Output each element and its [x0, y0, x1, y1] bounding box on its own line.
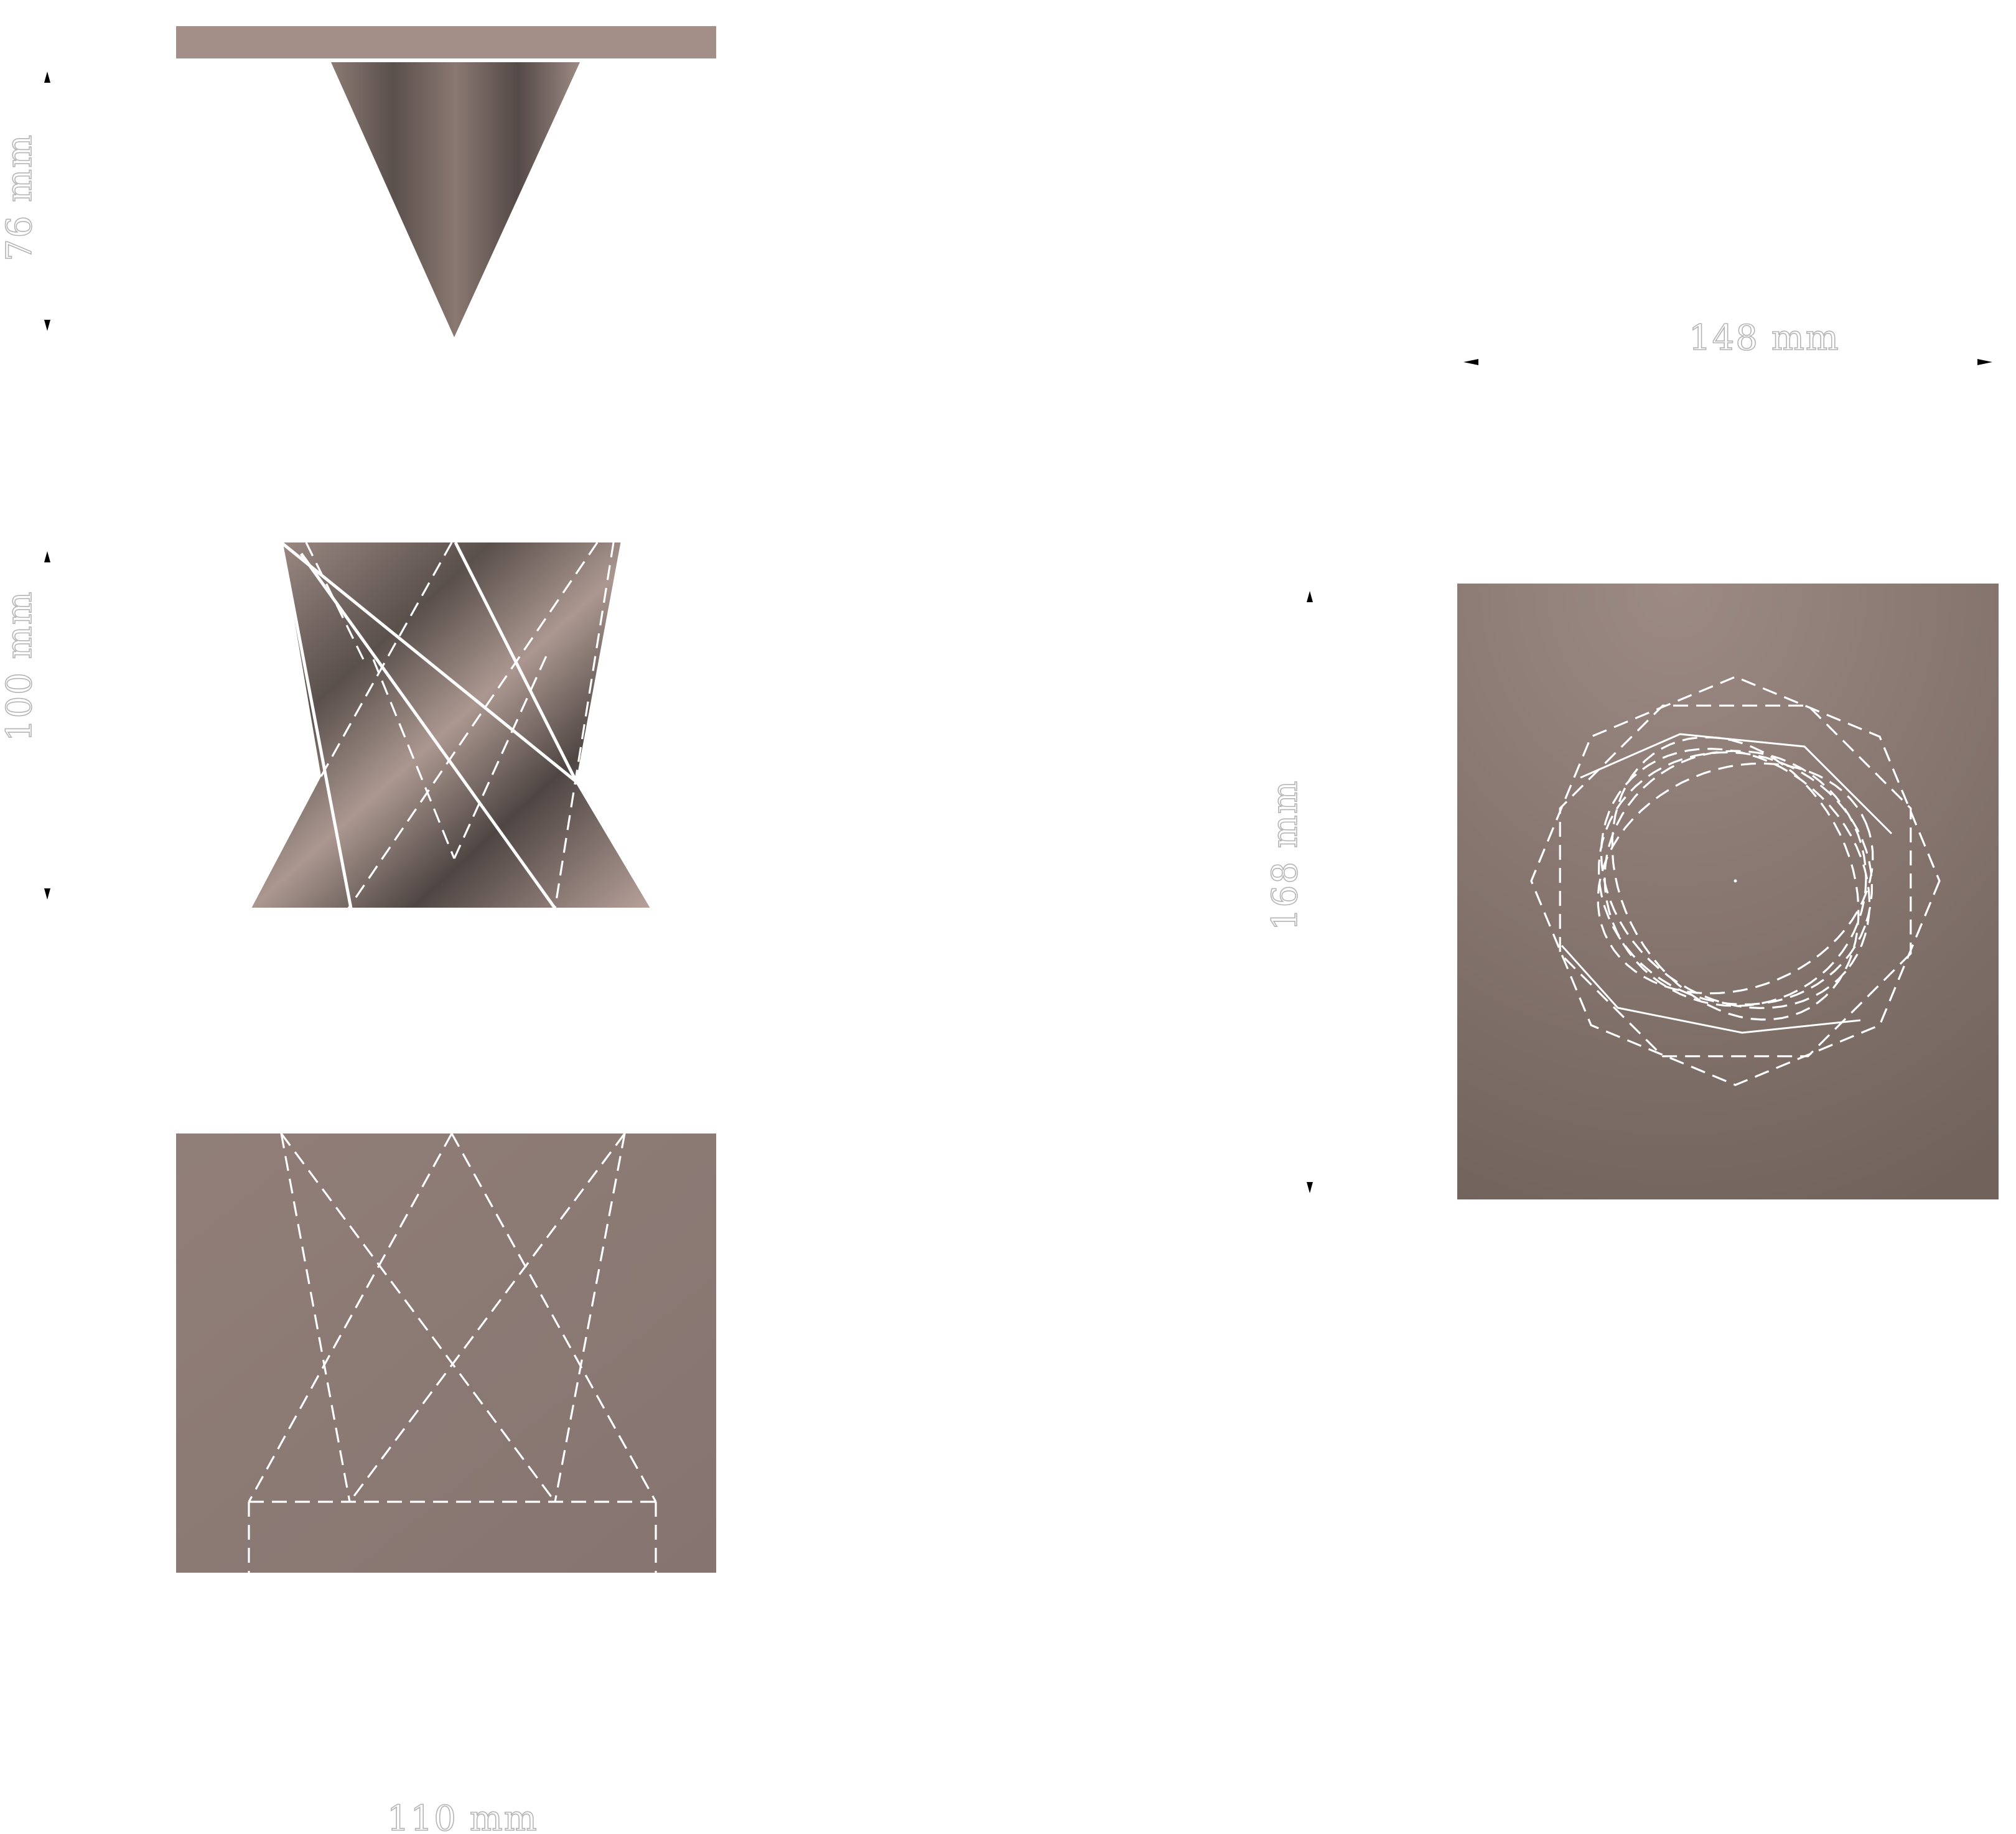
- mounting-plate: [176, 26, 716, 58]
- dimension-plan-width: 148 mm: [1463, 318, 1992, 365]
- arrow-up-icon: [44, 72, 50, 83]
- dimension-plan-height: 168 mm: [1265, 591, 1313, 1193]
- arrow-up-icon: [1307, 591, 1313, 602]
- cone-height-label: 76 mm: [0, 134, 40, 261]
- plan-shape: [1457, 584, 1999, 1199]
- arrow-right-icon: [1977, 359, 1992, 365]
- footprint-width-label: 110 mm: [387, 1799, 538, 1834]
- panel-shape: [176, 1133, 716, 1573]
- front-panel: [176, 1133, 716, 1573]
- arrow-down-icon: [1307, 1182, 1313, 1193]
- cone-elevation: [176, 26, 716, 337]
- plan-view: [1457, 584, 1999, 1199]
- body-height-label: 100 mm: [0, 590, 40, 742]
- arrow-left-icon: [1463, 359, 1478, 365]
- arrow-down-icon: [44, 888, 50, 900]
- body-elevation: [251, 542, 652, 908]
- dimension-cone-height: 76 mm: [0, 72, 50, 331]
- cone-shape: [331, 62, 580, 337]
- arrow-down-icon: [44, 320, 50, 331]
- center-point: [1734, 880, 1737, 883]
- plan-width-label: 148 mm: [1689, 318, 1840, 358]
- dimension-body-height: 100 mm: [0, 551, 50, 900]
- plan-height-label: 168 mm: [1265, 780, 1305, 931]
- arrow-up-icon: [44, 551, 50, 562]
